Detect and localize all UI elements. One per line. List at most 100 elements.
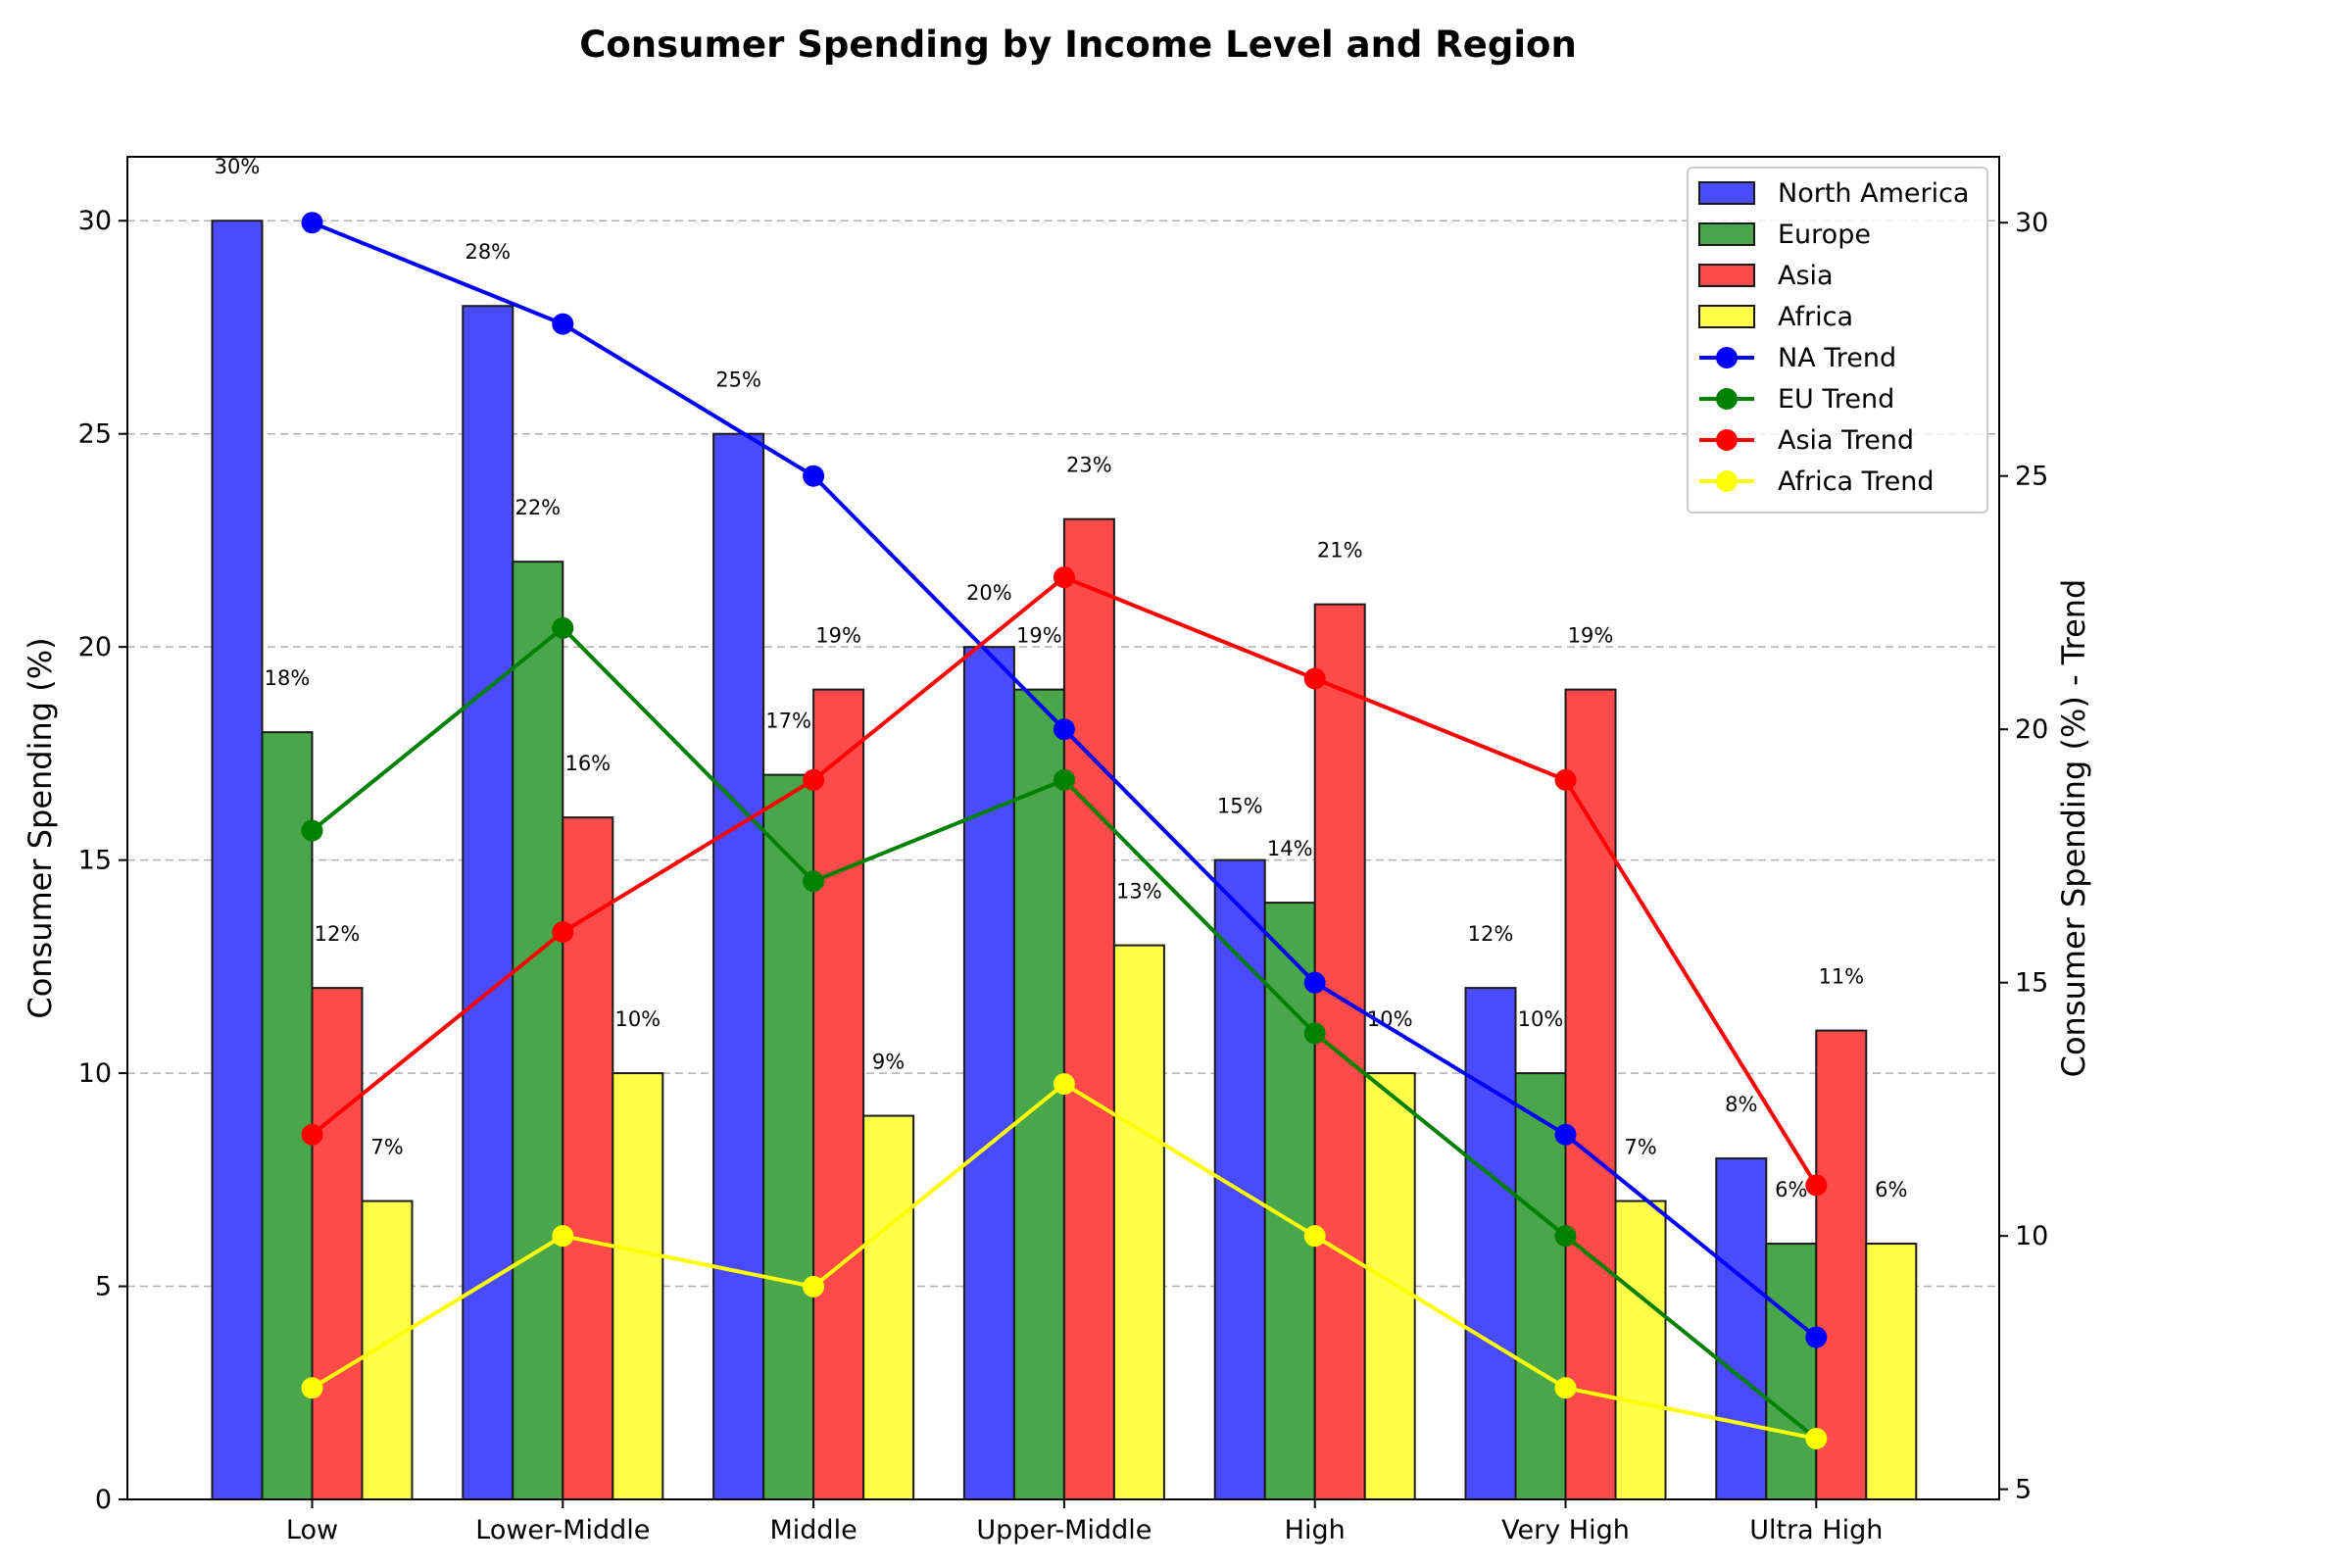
- bar-label-africa-1: 10%: [614, 1007, 661, 1031]
- x-tick-label-1: Lower-Middle: [475, 1515, 650, 1545]
- chart-title: Consumer Spending by Income Level and Re…: [579, 24, 1577, 66]
- x-tick-label-5: Very High: [1501, 1515, 1630, 1545]
- bar-north-america-0: [211, 220, 264, 1501]
- y-right-tick-label-30: 30: [2015, 208, 2048, 238]
- bar-asia-6: [1815, 1029, 1868, 1500]
- trend-point-africa-trend-3: [1053, 1073, 1075, 1096]
- bar-label-north-america-5: 12%: [1468, 922, 1514, 946]
- bar-europe-5: [1514, 1072, 1567, 1500]
- y-tick-label-30: 30: [78, 206, 112, 236]
- trend-point-asia-trend-4: [1303, 667, 1326, 690]
- legend-swatch-north-america: [1698, 181, 1755, 205]
- x-tick-label-4: High: [1285, 1515, 1346, 1545]
- bar-label-north-america-2: 25%: [715, 368, 761, 392]
- legend-label-north-america: North America: [1778, 178, 1969, 209]
- y-right-tick-label-15: 15: [2015, 968, 2048, 999]
- bar-asia-4: [1313, 603, 1366, 1500]
- legend-marker-na-trend: [1716, 347, 1738, 368]
- bar-label-north-america-4: 15%: [1217, 795, 1263, 818]
- legend-marker-asia-trend: [1716, 429, 1738, 451]
- legend-label-eu-trend: EU Trend: [1778, 384, 1894, 415]
- bar-europe-1: [512, 561, 564, 1500]
- legend-swatch-africa: [1698, 305, 1755, 328]
- bar-europe-4: [1263, 902, 1316, 1500]
- bars: [211, 220, 1918, 1501]
- bar-label-asia-0: 12%: [315, 922, 361, 946]
- bar-label-asia-5: 19%: [1568, 624, 1614, 648]
- y-tick-label-5: 5: [95, 1272, 112, 1302]
- bar-africa-0: [361, 1200, 414, 1500]
- legend-label-asia: Asia: [1778, 261, 1834, 291]
- x-tick-label-0: Low: [286, 1515, 338, 1545]
- trend-point-na-trend-6: [1805, 1326, 1828, 1348]
- x-tick-label-6: Ultra High: [1749, 1515, 1883, 1545]
- bar-africa-4: [1363, 1072, 1416, 1500]
- bar-label-europe-2: 17%: [765, 710, 811, 733]
- bar-label-asia-4: 21%: [1317, 539, 1363, 563]
- bar-africa-5: [1614, 1200, 1667, 1500]
- y-right-tick-label-20: 20: [2015, 714, 2048, 745]
- trend-point-asia-trend-0: [301, 1123, 323, 1146]
- bar-label-europe-6: 6%: [1775, 1178, 1807, 1201]
- bar-label-europe-5: 10%: [1518, 1007, 1564, 1031]
- y-tick-label-20: 20: [78, 632, 112, 662]
- legend-swatch-asia: [1698, 264, 1755, 287]
- bar-africa-1: [612, 1072, 664, 1500]
- bar-label-north-america-6: 8%: [1725, 1093, 1757, 1116]
- bar-label-africa-0: 7%: [370, 1136, 403, 1159]
- bar-label-africa-3: 13%: [1116, 880, 1162, 904]
- bar-label-africa-6: 6%: [1875, 1178, 1907, 1201]
- bar-africa-2: [862, 1114, 915, 1500]
- bar-label-asia-1: 16%: [564, 752, 611, 775]
- legend-box: [1687, 167, 1988, 514]
- bar-north-america-6: [1715, 1157, 1768, 1500]
- trend-point-eu-trend-3: [1053, 768, 1075, 791]
- y-axis-label: Consumer Spending (%): [22, 637, 59, 1018]
- bar-asia-5: [1564, 688, 1617, 1500]
- bar-labels: 30% 28% 25% 20% 15% 12% 8% 18% 22% 17% 19% 14% 10% 6%…: [215, 155, 1908, 1201]
- bar-asia-1: [562, 816, 614, 1500]
- y-right-tick-label-10: 10: [2015, 1221, 2048, 1251]
- bar-asia-3: [1062, 517, 1115, 1500]
- trend-point-na-trend-1: [552, 313, 574, 335]
- trend-point-asia-trend-1: [552, 920, 574, 943]
- bar-label-north-america-0: 30%: [215, 155, 261, 178]
- trend-point-eu-trend-5: [1554, 1225, 1577, 1248]
- trend-point-africa-trend-1: [552, 1225, 574, 1248]
- bar-europe-2: [762, 773, 815, 1500]
- bar-europe-3: [1012, 688, 1065, 1500]
- legend-marker-africa-trend: [1716, 470, 1738, 492]
- y-tick-label-15: 15: [78, 846, 112, 876]
- bar-label-africa-2: 9%: [872, 1051, 905, 1074]
- y-tick-label-10: 10: [78, 1058, 112, 1089]
- trend-point-africa-trend-2: [803, 1275, 825, 1298]
- trend-point-na-trend-2: [803, 465, 825, 487]
- legend-label-europe: Europe: [1778, 220, 1871, 250]
- legend-label-asia-trend: Asia Trend: [1778, 425, 1914, 456]
- bar-label-asia-3: 23%: [1066, 454, 1112, 477]
- trend-point-asia-trend-2: [803, 768, 825, 791]
- trend-point-africa-trend-0: [301, 1377, 323, 1399]
- bar-label-europe-4: 14%: [1267, 837, 1313, 860]
- trend-point-na-trend-0: [301, 212, 323, 234]
- y-axis-label-right: Consumer Spending (%) - Trend: [2055, 579, 2092, 1078]
- legend-swatch-europe: [1698, 222, 1755, 246]
- bar-label-europe-0: 18%: [265, 666, 311, 690]
- x-tick-label-3: Upper-Middle: [976, 1515, 1152, 1545]
- legend-label-africa-trend: Africa Trend: [1778, 466, 1934, 497]
- bar-label-africa-5: 7%: [1624, 1136, 1656, 1159]
- legend-label-na-trend: NA Trend: [1778, 343, 1896, 373]
- bar-north-america-3: [962, 646, 1015, 1500]
- trend-point-eu-trend-4: [1303, 1022, 1326, 1045]
- bar-north-america-2: [712, 432, 765, 1501]
- y-right-tick-label-25: 25: [2015, 462, 2048, 492]
- bar-label-europe-3: 19%: [1016, 624, 1062, 648]
- trend-point-asia-trend-6: [1805, 1174, 1828, 1197]
- bar-europe-6: [1765, 1243, 1818, 1500]
- x-tick-label-2: Middle: [770, 1515, 858, 1545]
- y-right-tick-label-5: 5: [2015, 1475, 2032, 1505]
- bar-label-north-america-3: 20%: [966, 581, 1012, 605]
- legend-label-africa: Africa: [1778, 302, 1853, 332]
- y-tick-label-25: 25: [78, 419, 112, 450]
